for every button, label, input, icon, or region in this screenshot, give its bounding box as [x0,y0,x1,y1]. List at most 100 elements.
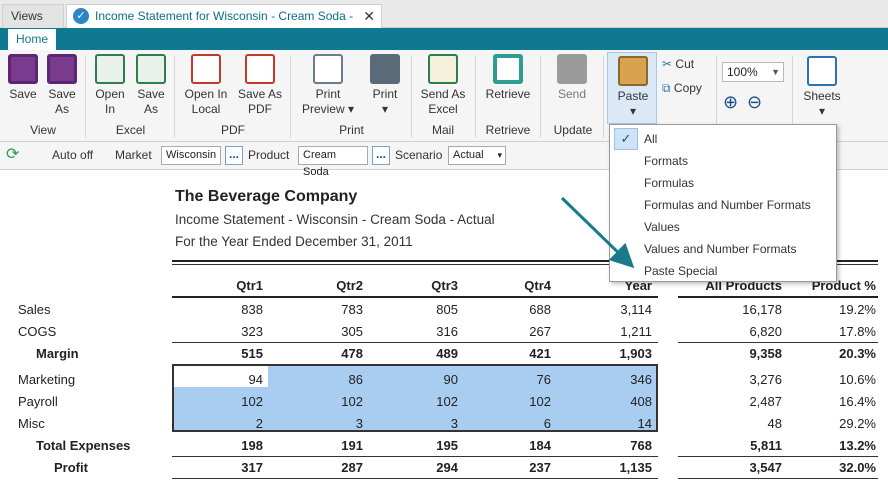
table-cell[interactable]: 1,903 [619,346,652,361]
send-button[interactable]: Send [548,54,596,102]
table-cell[interactable]: 16.4% [839,394,876,409]
paste-menu-formulas[interactable]: Formulas [644,176,695,190]
table-cell[interactable]: 316 [436,324,458,339]
save-as-pdf-button[interactable]: Save As PDF [235,54,285,117]
printer-icon [370,54,400,84]
auto-off-label[interactable]: Auto off [52,148,94,162]
table-cell[interactable]: 17.8% [839,324,876,339]
sheets-button[interactable]: Sheets ▾ [800,56,844,119]
paste-button-content[interactable]: Paste ▾ [610,56,656,119]
table-cell[interactable]: 346 [630,372,652,387]
product-field[interactable]: Cream Soda [298,146,368,178]
table-cell[interactable]: 489 [436,346,458,361]
table-cell[interactable]: 48 [767,416,782,431]
table-cell[interactable]: 3,276 [749,372,782,387]
table-cell[interactable]: 102 [241,394,263,409]
table-cell[interactable]: 102 [341,394,363,409]
save-as-excel-button[interactable]: Save As [133,54,169,117]
table-cell[interactable]: 287 [341,460,363,475]
product-picker-button[interactable]: ... [372,146,390,165]
table-cell[interactable]: 5,811 [750,438,782,453]
print-label-2: ▾ [381,102,389,116]
table-cell[interactable]: 191 [341,438,363,453]
table-cell[interactable]: 16,178 [742,302,782,317]
table-cell[interactable]: 6,820 [749,324,782,339]
table-cell[interactable]: 6 [543,416,551,431]
refresh-icon[interactable]: ⟳ [6,146,20,163]
print-preview-label-2: Preview ▾ [301,102,355,116]
table-cell[interactable]: 783 [341,302,363,317]
open-in-local-button[interactable]: Open In Local [181,54,231,117]
close-tab-icon[interactable]: ✕ [363,8,375,24]
table-cell[interactable]: 305 [341,324,363,339]
print-button[interactable]: Print ▾ [365,54,405,117]
table-cell[interactable]: 9,358 [749,346,782,361]
open-in-excel-button[interactable]: Open In [92,54,128,117]
table-cell[interactable]: 13.2% [839,438,876,453]
group-separator [85,56,86,138]
zoom-out-icon[interactable]: ⊖ [747,92,763,112]
paste-menu-formats[interactable]: Formats [644,154,689,168]
table-cell[interactable]: 76 [536,372,551,387]
send-as-excel-button[interactable]: Send As Excel [418,54,468,117]
table-cell[interactable]: 237 [529,460,551,475]
save-as-button[interactable]: Save As [44,54,80,117]
table-cell[interactable]: 294 [436,460,458,475]
ribbon-tab-home[interactable]: Home [7,28,57,50]
table-cell[interactable]: 768 [630,438,652,453]
cut-button[interactable]: ✂ Cut [662,57,694,71]
table-cell[interactable]: 688 [529,302,551,317]
paste-menu-formulas-number-formats[interactable]: Formulas and Number Formats [644,198,811,212]
table-cell[interactable]: 90 [443,372,458,387]
table-cell[interactable]: 421 [529,346,551,361]
market-field[interactable]: Wisconsin [161,146,221,165]
table-cell[interactable]: 20.3% [839,346,876,361]
market-picker-button[interactable]: ... [225,146,243,165]
zoom-in-icon[interactable]: ⊕ [723,92,739,112]
table-cell[interactable]: 195 [436,438,458,453]
tab-views[interactable]: Views [2,4,64,28]
retrieve-button[interactable]: Retrieve [482,54,534,102]
profit-rule [172,478,658,479]
open-local-label-1: Open In [184,87,228,101]
table-cell[interactable]: 3 [355,416,363,431]
table-cell[interactable]: 3 [450,416,458,431]
table-cell[interactable]: 2,487 [749,394,782,409]
table-cell[interactable]: 19.2% [839,302,876,317]
save-button[interactable]: Save [6,54,40,102]
table-cell[interactable]: 478 [341,346,363,361]
paste-menu-paste-special[interactable]: Paste Special [644,264,718,278]
table-cell[interactable]: 317 [241,460,263,475]
table-cell[interactable]: 86 [348,372,363,387]
print-preview-button[interactable]: Print Preview ▾ [298,54,358,117]
table-cell[interactable]: 3,547 [749,460,782,475]
table-cell[interactable]: 32.0% [839,460,876,475]
table-cell[interactable]: 1,135 [619,460,652,475]
table-cell[interactable]: 408 [630,394,652,409]
table-cell[interactable]: 198 [241,438,263,453]
table-cell[interactable]: 1,211 [620,324,652,339]
table-cell[interactable]: 323 [241,324,263,339]
paste-menu-values-number-formats[interactable]: Values and Number Formats [644,242,797,256]
table-cell[interactable]: 267 [529,324,551,339]
paste-menu-all[interactable]: All [644,132,658,146]
table-cell[interactable]: 102 [529,394,551,409]
table-cell[interactable]: 3,114 [620,302,652,317]
table-cell[interactable]: 805 [436,302,458,317]
active-cell[interactable] [174,366,268,387]
table-cell[interactable]: 838 [241,302,263,317]
table-cell[interactable]: 2 [255,416,263,431]
scenario-select[interactable]: Actual ▾ [448,146,506,165]
copy-icon: ⧉ [662,81,671,95]
table-cell[interactable]: 515 [241,346,263,361]
table-cell[interactable]: 184 [529,438,551,453]
tab-income-statement[interactable]: ✓ Income Statement for Wisconsin - Cream… [66,4,382,45]
table-cell[interactable]: 14 [637,416,652,431]
copy-button[interactable]: ⧉ Copy [662,81,702,96]
table-cell[interactable]: 29.2% [839,416,876,431]
table-cell[interactable]: 94 [248,372,263,387]
paste-menu-values[interactable]: Values [644,220,680,234]
table-cell[interactable]: 10.6% [839,372,876,387]
table-cell[interactable]: 102 [436,394,458,409]
zoom-select[interactable]: 100% ▼ [722,62,784,82]
